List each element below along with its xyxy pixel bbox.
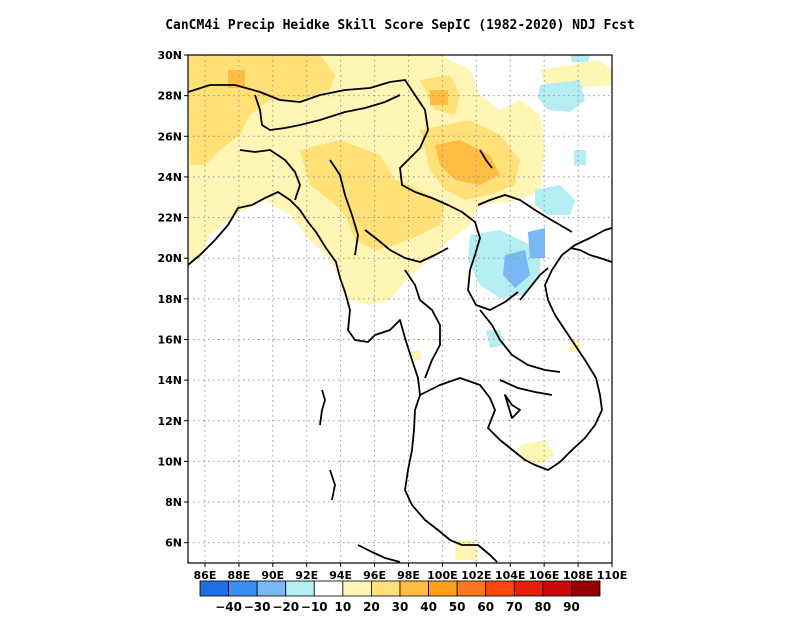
colorbar-label: 10	[335, 600, 352, 614]
lon-label: 102E	[461, 569, 491, 582]
colorbar-swatch	[542, 580, 572, 597]
colorbar-swatch	[285, 580, 315, 597]
colorbar-label: −40	[215, 600, 242, 614]
lon-label: 106E	[529, 569, 559, 582]
skill-shading	[188, 55, 612, 560]
colorbar-label: −30	[244, 600, 271, 614]
colorbar-label: −10	[301, 600, 328, 614]
lat-label: 10N	[157, 455, 182, 468]
colorbar-label: −20	[272, 600, 299, 614]
latitude-labels: 30N 28N 26N 24N 22N 20N 18N 16N 14N 12N 10N 8N 6N	[157, 49, 188, 550]
colorbar-label: 30	[392, 600, 409, 614]
colorbar-label: 20	[363, 600, 380, 614]
lon-label: 86E	[194, 569, 217, 582]
map-frame	[187, 54, 613, 564]
lat-label: 24N	[157, 171, 182, 184]
lat-label: 26N	[157, 130, 182, 143]
lon-label: 92E	[295, 569, 318, 582]
lat-label: 20N	[157, 252, 182, 265]
colorbar-label: 60	[477, 600, 494, 614]
colorbar-swatch	[256, 580, 287, 597]
colorbar-label: 80	[535, 600, 552, 614]
chart-title: CanCM4i Precip Heidke Skill Score SepIC …	[165, 18, 635, 33]
lat-label: 12N	[157, 415, 182, 428]
lon-label: 100E	[427, 569, 457, 582]
lat-label: 6N	[165, 537, 182, 550]
lon-label: 88E	[227, 569, 250, 582]
lon-label: 108E	[563, 569, 593, 582]
colorbar-swatch	[428, 580, 458, 597]
colorbar-swatch	[513, 580, 544, 597]
colorbar-swatch	[485, 580, 515, 597]
lat-label: 16N	[157, 333, 182, 346]
colorbar-swatch	[228, 580, 258, 597]
lon-label: 90E	[261, 569, 284, 582]
colorbar-label: 50	[449, 600, 466, 614]
colorbar-swatch	[342, 580, 372, 597]
lat-label: 8N	[165, 496, 182, 509]
colorbar-swatch	[371, 580, 401, 597]
colorbar-swatch	[199, 580, 229, 597]
lat-label: 30N	[157, 49, 182, 62]
lon-label: 110E	[597, 569, 627, 582]
coastlines-borders	[187, 79, 613, 563]
lon-label: 94E	[329, 569, 352, 582]
lat-label: 28N	[157, 90, 182, 103]
lat-label: 14N	[157, 374, 182, 387]
colorbar-label: 40	[420, 600, 437, 614]
lat-label: 18N	[157, 293, 182, 306]
colorbar-label: 70	[506, 600, 523, 614]
lat-label: 22N	[157, 212, 182, 225]
colorbar-swatch	[313, 580, 344, 597]
colorbar-label: 90	[563, 600, 580, 614]
lon-label: 96E	[363, 569, 386, 582]
colorbar-swatch	[571, 580, 601, 597]
colorbar-swatch	[456, 580, 487, 597]
colorbar: −40 −30 −20 −10 10 20 30 40 50 60 70 80 90	[199, 580, 601, 614]
colorbar-swatch	[399, 580, 429, 597]
lon-label: 98E	[397, 569, 420, 582]
longitude-labels: 86E 88E 90E 92E 94E 96E 98E 100E 102E 104E 106E 108…	[194, 563, 627, 582]
lon-label: 104E	[495, 569, 525, 582]
